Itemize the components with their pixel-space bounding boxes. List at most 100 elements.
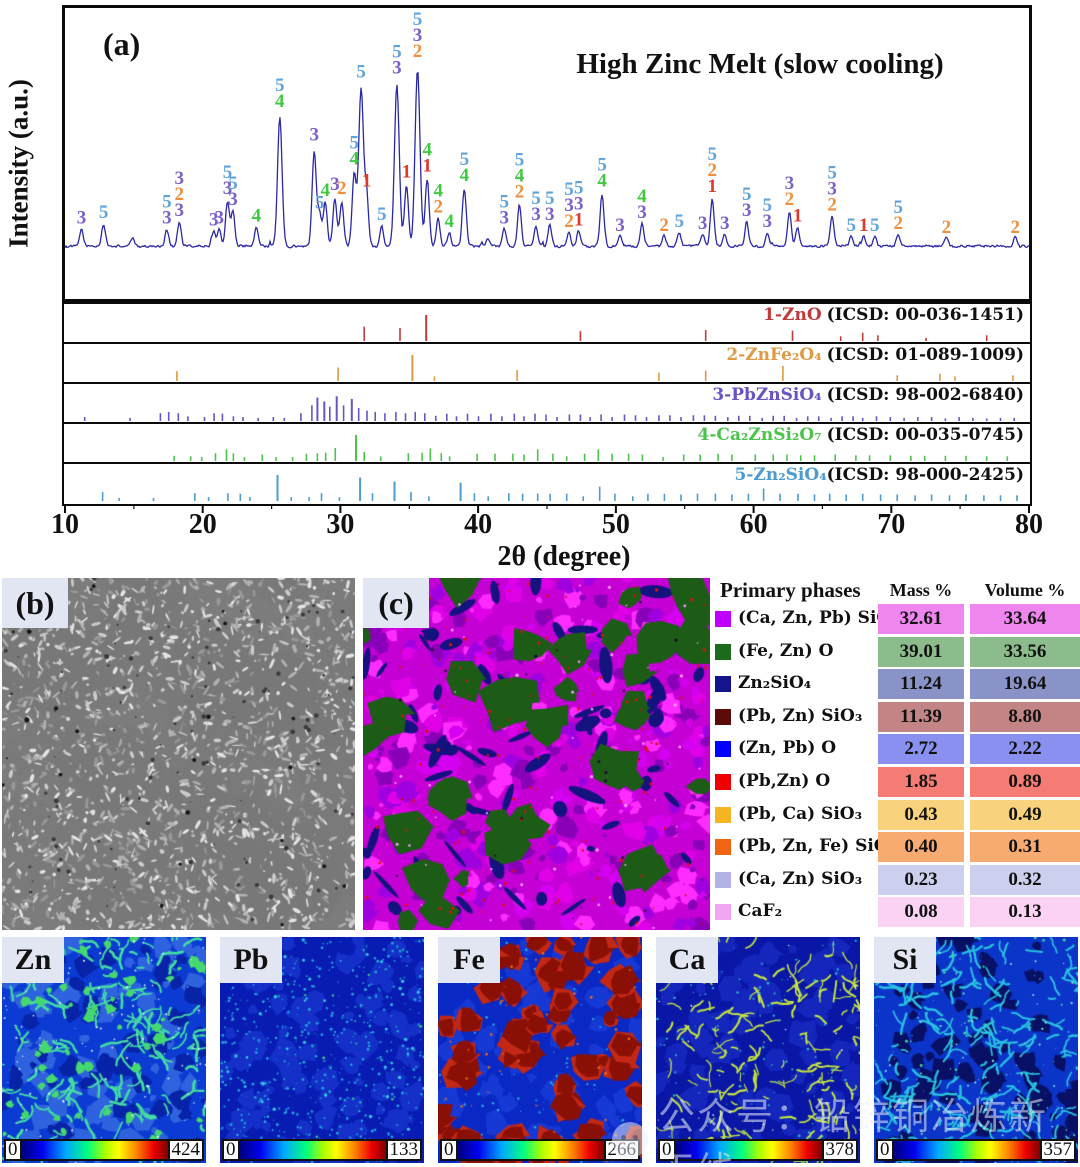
phase-swatch (715, 611, 731, 627)
phase-name: (Ca, Zn, Pb) SiO₃ (738, 608, 899, 628)
peak-label-phase-5: 5 (500, 192, 510, 213)
peak-label-phase-5: 5 (349, 132, 359, 153)
reference-label-2: 2-ZnFe₂O₄ (ICSD: 01-089-1009) (726, 345, 1024, 365)
phase-name: 4-Ca₂ZnSi₂O₇ (697, 425, 822, 445)
scale-min: 0 (6, 1140, 22, 1159)
icsd-code: (ICSD: 00-035-0745) (826, 425, 1024, 445)
legend-row-3: Zn₂SiO₄ 11.24 19.64 (712, 669, 1080, 700)
reference-strip-1: 1-ZnO (ICSD: 00-036-1451) (64, 304, 1030, 344)
element-label: Si (874, 937, 936, 983)
peak-label-phase-1: 1 (402, 161, 412, 182)
reference-ticks-3 (83, 396, 1016, 421)
panel-c-label: (c) (363, 578, 429, 628)
legend-row-10: CaF₂ 0.08 0.13 (712, 897, 1080, 928)
intensity-scalebar: 0 424 (4, 1139, 204, 1161)
volume-percent: 33.64 (970, 604, 1080, 634)
phase-swatch (715, 643, 731, 660)
peak-label-phase-5: 5 (827, 163, 837, 184)
peak-label-phase-3: 3 (77, 208, 87, 229)
reference-strip-2: 2-ZnFe₂O₄ (ICSD: 01-089-1009) (64, 344, 1030, 384)
element-label: Zn (2, 937, 64, 983)
reference-strip-4: 4-Ca₂ZnSi₂O₇ (ICSD: 00-035-0745) (64, 424, 1030, 464)
legend-row-6: (Pb,Zn) O 1.85 0.89 (712, 767, 1080, 797)
peak-label-phase-3: 3 (763, 211, 773, 232)
volume-percent: 0.89 (970, 767, 1080, 797)
peak-label-phase-3: 3 (637, 202, 647, 223)
phase-name: 1-ZnO (763, 305, 822, 325)
peak-label-phase-5: 5 (228, 173, 238, 194)
phase-swatch (715, 708, 731, 725)
intensity-scalebar: 0 378 (658, 1139, 858, 1161)
peak-label-phase-2: 2 (827, 195, 837, 216)
phase-swatch (715, 904, 731, 921)
intensity-scalebar: 0 133 (222, 1139, 422, 1161)
element-map-si: Si 0 357 (874, 937, 1078, 1163)
peak-label-phase-5: 5 (574, 177, 584, 198)
peak-label-phase-4: 4 (597, 171, 607, 192)
peak-label-phase-3: 3 (698, 213, 708, 234)
x-tick-60: 60 (739, 509, 768, 540)
peak-label-phase-3: 3 (545, 204, 555, 225)
peak-label-phase-2: 2 (413, 41, 423, 62)
peak-label-phase-4: 4 (460, 165, 470, 186)
peak-label-phase-4: 4 (637, 186, 647, 207)
mass-percent: 0.08 (878, 897, 964, 928)
reference-label-1: 1-ZnO (ICSD: 00-036-1451) (763, 305, 1024, 325)
legend-mass-header: Mass % (889, 580, 953, 600)
volume-percent: 0.32 (970, 864, 1080, 895)
peak-label-phase-3: 3 (223, 178, 233, 199)
peak-label-phase-5: 5 (708, 144, 718, 165)
reference-ticks-1 (363, 315, 988, 341)
peak-label-phase-2: 2 (564, 211, 574, 232)
icsd-code: (ICSD: 98-000-2425) (826, 465, 1024, 485)
peak-label-phase-2: 2 (337, 178, 347, 199)
scale-max: 357 (1039, 1140, 1074, 1159)
scale-max: 266 (603, 1140, 638, 1159)
mass-percent: 39.01 (878, 636, 964, 667)
legend-volume-header: Volume % (984, 580, 1066, 600)
peak-label-phase-3: 3 (574, 193, 584, 214)
peak-label-phase-2: 2 (942, 217, 952, 238)
scale-min: 0 (224, 1140, 240, 1159)
peak-label-phase-5: 5 (162, 192, 172, 213)
rainbow-gradient (675, 1141, 822, 1159)
mass-percent: 11.39 (878, 701, 964, 732)
peak-label-phase-5: 5 (763, 195, 773, 216)
legend-row-9: (Ca, Zn) SiO₃ 0.23 0.32 (712, 864, 1080, 895)
element-map-zn: Zn 0 424 (2, 937, 206, 1163)
reference-strips: 1-ZnO (ICSD: 00-036-1451) 2-ZnFe₂O₄ (ICSD: … (62, 302, 1032, 506)
phase-swatch (715, 741, 731, 758)
peak-label-phase-4: 4 (444, 211, 454, 232)
volume-percent: 0.13 (970, 897, 1080, 928)
rainbow-gradient (893, 1141, 1040, 1159)
peak-label-phase-1: 1 (708, 176, 718, 197)
peak-label-phase-3: 3 (785, 173, 795, 194)
x-tick-70: 70 (877, 509, 906, 540)
peak-label-phase-1: 1 (793, 206, 803, 227)
mass-percent: 0.43 (878, 799, 964, 830)
peak-label-phase-3: 3 (175, 168, 185, 189)
reference-label-5: 5-Zn₂SiO₄(ICSD: 98-000-2425) (735, 465, 1024, 485)
panel-b-sem-image: (b) (2, 578, 355, 930)
phase-swatch (715, 871, 731, 888)
peak-label-phase-5: 5 (742, 184, 752, 205)
element-map-pb: Pb 0 133 (220, 937, 424, 1163)
x-tick-80: 80 (1015, 509, 1043, 540)
peak-label-phase-3: 3 (175, 200, 185, 221)
phase-name: (Pb, Zn) SiO₃ (738, 705, 863, 726)
panel-c-phase-map: (c) (363, 578, 710, 930)
legend-row-7: (Pb, Ca) SiO₃ 0.43 0.49 (712, 799, 1080, 830)
scale-max: 378 (821, 1140, 856, 1159)
peak-label-phase-2: 2 (515, 182, 525, 203)
legend-row-4: (Pb, Zn) SiO₃ 11.39 8.80 (712, 701, 1080, 732)
intensity-scalebar: 0 266 (440, 1139, 640, 1161)
peak-label-phase-3: 3 (392, 58, 402, 79)
scale-min: 0 (878, 1140, 894, 1159)
element-map-ca: Ca 0 378 (656, 937, 860, 1163)
reference-strip-5: 5-Zn₂SiO₄(ICSD: 98-000-2425) (64, 464, 1030, 504)
scale-max: 133 (385, 1140, 420, 1159)
xrd-trace (65, 71, 1029, 249)
peak-label-phase-3: 3 (209, 209, 219, 230)
